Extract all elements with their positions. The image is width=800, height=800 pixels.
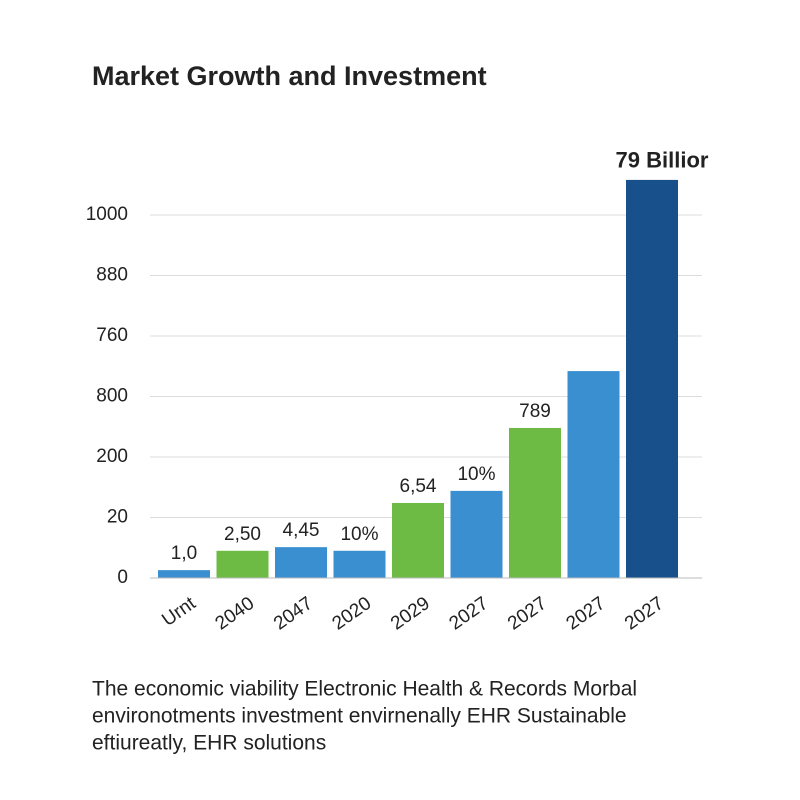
caption-line: eftiureatly, EHR solutions <box>92 732 326 755</box>
y-tick-label: 0 <box>117 567 128 588</box>
bar <box>450 490 503 578</box>
bar <box>158 570 210 578</box>
value-label: 10% <box>457 464 495 485</box>
y-tick-label: 20 <box>107 507 128 528</box>
value-label: 10% <box>340 524 378 545</box>
value-label: 4,45 <box>283 520 320 541</box>
bar <box>216 550 269 578</box>
chart-title: Market Growth and Investment <box>92 61 487 91</box>
value-label: 1,0 <box>171 543 197 564</box>
bar <box>567 371 620 578</box>
bar <box>509 427 561 578</box>
value-label: 789 <box>519 401 551 422</box>
bar <box>626 179 678 578</box>
caption-line: The economic viability Electronic Health… <box>92 678 637 701</box>
y-tick-label: 800 <box>96 386 128 407</box>
y-tick-label: 880 <box>96 265 128 286</box>
y-tick-label: 760 <box>96 325 128 346</box>
value-label: 2,50 <box>224 524 261 545</box>
bar <box>392 502 444 578</box>
y-tick-label: 200 <box>96 446 128 467</box>
y-tick-label: 1000 <box>86 204 128 225</box>
bar <box>275 547 327 578</box>
bar <box>333 550 386 578</box>
value-label: 79 Billior <box>616 148 709 173</box>
value-label: 6,54 <box>400 476 437 497</box>
caption-line: environotments investment envirnenally E… <box>92 705 627 728</box>
